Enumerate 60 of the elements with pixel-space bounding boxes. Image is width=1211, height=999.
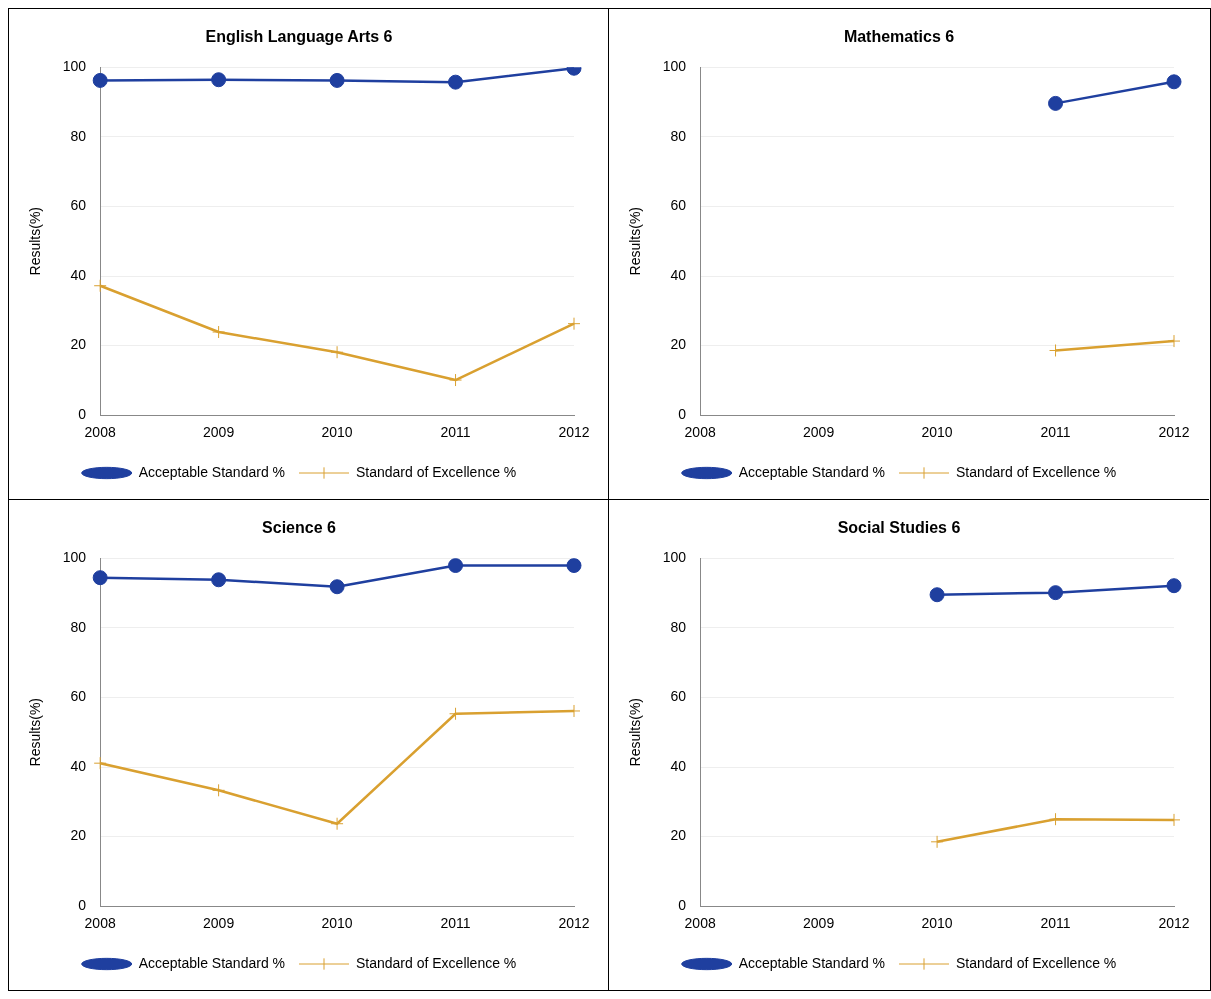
x-tick-label: 2011	[1040, 424, 1071, 441]
y-tick-label: 100	[62, 549, 87, 566]
x-tick-label: 2010	[921, 915, 953, 932]
y-tick-label: 80	[670, 127, 687, 144]
legend-label: Acceptable Standard %	[138, 954, 286, 971]
x-tick-label: 2010	[921, 424, 953, 441]
y-tick-label: 0	[78, 406, 87, 423]
x-tick-label: 2009	[803, 915, 835, 932]
y-tick-label: 20	[70, 827, 87, 844]
x-tick-label: 2010	[321, 424, 353, 441]
legend-label: Standard of Excellence %	[956, 954, 1117, 971]
y-tick-label: 80	[70, 127, 87, 144]
y-tick-label: 20	[670, 827, 687, 844]
y-tick-label: 60	[70, 197, 87, 214]
x-tick-label: 2011	[1040, 915, 1071, 932]
chart-title: Mathematics 6	[843, 28, 955, 46]
y-tick-label: 40	[70, 757, 87, 774]
legend-label: Acceptable Standard %	[738, 463, 886, 480]
y-tick-label: 100	[662, 549, 687, 566]
chart-title: Science 6	[262, 519, 337, 537]
x-tick-label: 2012	[1158, 915, 1190, 932]
y-tick-label: 40	[670, 757, 687, 774]
x-tick-label: 2009	[203, 915, 235, 932]
chart-title: English Language Arts 6	[205, 28, 393, 46]
y-tick-label: 60	[70, 688, 87, 705]
y-tick-label: 60	[670, 688, 687, 705]
x-tick-label: 2011	[440, 424, 471, 441]
y-tick-label: 0	[678, 897, 687, 914]
y-tick-label: 100	[62, 58, 87, 75]
y-tick-label: 0	[678, 406, 687, 423]
x-tick-label: 2008	[84, 915, 116, 932]
y-tick-label: 20	[670, 336, 687, 353]
x-tick-label: 2011	[440, 915, 471, 932]
legend-label: Acceptable Standard %	[138, 463, 286, 480]
x-tick-label: 2009	[203, 424, 235, 441]
x-tick-label: 2012	[558, 424, 590, 441]
y-axis-title: Results(%)	[627, 206, 644, 276]
y-tick-label: 100	[662, 58, 687, 75]
chart-title: Social Studies 6	[837, 519, 961, 537]
x-tick-label: 2012	[1158, 424, 1190, 441]
legend-label: Standard of Excellence %	[356, 463, 517, 480]
y-tick-label: 40	[670, 266, 687, 283]
x-tick-label: 2009	[803, 424, 835, 441]
y-tick-label: 80	[670, 618, 687, 635]
y-axis-title: Results(%)	[27, 697, 44, 767]
y-axis-title: Results(%)	[627, 697, 644, 767]
y-tick-label: 40	[70, 266, 87, 283]
y-tick-label: 60	[670, 197, 687, 214]
y-tick-label: 80	[70, 618, 87, 635]
legend-label: Standard of Excellence %	[956, 463, 1117, 480]
y-tick-label: 0	[78, 897, 87, 914]
x-tick-label: 2012	[558, 915, 590, 932]
x-tick-label: 2010	[321, 915, 353, 932]
y-tick-label: 20	[70, 336, 87, 353]
y-axis-title: Results(%)	[27, 206, 44, 276]
legend-label: Acceptable Standard %	[738, 954, 886, 971]
x-tick-label: 2008	[684, 424, 716, 441]
x-tick-label: 2008	[84, 424, 116, 441]
legend-label: Standard of Excellence %	[356, 954, 517, 971]
x-tick-label: 2008	[684, 915, 716, 932]
